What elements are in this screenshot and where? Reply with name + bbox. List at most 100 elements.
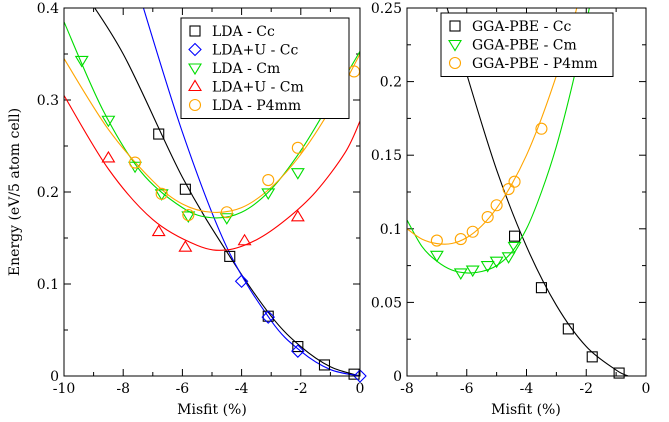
left-ticks: -10 -8 -6 -4 -2 0 0 0.1 0.2 0.3 0.4: [37, 1, 365, 397]
left-legend: LDA - Cc LDA+U - Cc LDA - Cm LDA+U - Cm LDA …: [180, 17, 350, 119]
legend-label-gga-pbe-cm: GGA-PBE - Cm: [472, 38, 577, 54]
data-point-gga-pbe-cc: [508, 230, 521, 242]
data-point-lda-u-cc: [291, 344, 305, 358]
legend-marker-lda-u-cc: [188, 42, 202, 57]
right-y-tick-label: 0.2: [380, 75, 402, 91]
legend-label-gga-pbe-cc: GGA-PBE - Cc: [472, 19, 571, 35]
right-y-tick-label: 0.1: [380, 222, 402, 238]
left-y-tick-label: 0.4: [37, 1, 59, 17]
legend-label-lda-p4mm: LDA - P4mm: [212, 98, 301, 114]
data-point-gga-pbe-cc: [586, 351, 598, 363]
data-point-lda-p4mm: [220, 206, 233, 219]
data-point-lda-p4mm: [348, 65, 361, 78]
data-point-gga-pbe-cc: [562, 323, 574, 335]
right-ticks: -8 -6 -4 -2 0 0 0.05 0.1 0.15 0.2 0.25: [371, 1, 651, 397]
data-point-lda-u-cc: [261, 310, 276, 324]
legend-label-lda-u-cc: LDA+U - Cc: [212, 43, 299, 59]
data-point-lda-p4mm: [182, 208, 195, 222]
data-point-gga-pbe-p4mm: [502, 183, 515, 196]
data-point-gga-pbe-cm: [453, 268, 468, 281]
right-legend: GGA-PBE - Cc GGA-PBE - Cm GGA-PBE - P4mm: [440, 12, 614, 77]
data-point-gga-pbe-p4mm: [466, 225, 479, 238]
data-point-lda-p4mm: [128, 156, 142, 169]
left-x-tick-label: -6: [176, 381, 190, 397]
data-point-lda-cm: [74, 55, 89, 68]
right-y-tick-label: 0: [393, 369, 402, 385]
data-point-lda-u-cm: [151, 224, 166, 237]
legend-label-gga-pbe-p4mm: GGA-PBE - P4mm: [472, 56, 598, 72]
data-point-lda-p4mm: [155, 187, 168, 200]
data-point-gga-pbe-p4mm: [508, 175, 521, 188]
data-point-gga-pbe-p4mm: [490, 199, 503, 212]
data-point-gga-pbe-p4mm: [481, 210, 494, 224]
data-point-lda-p4mm: [291, 141, 304, 154]
legend-marker-lda-u-cm: [188, 79, 202, 92]
left-y-axis-label: Energy (eV/5 atom cell): [7, 108, 23, 276]
data-point-lda-cc: [153, 128, 165, 140]
data-point-gga-pbe-cc: [613, 367, 625, 379]
fit-curve-lda-cc: [94, 8, 360, 376]
legend-label-lda-u-cm: LDA+U - Cm: [212, 80, 304, 96]
fit-curve-lda-u-cm: [64, 95, 360, 251]
legend-marker-gga-pbe-p4mm: [448, 56, 462, 70]
left-x-tick-label: -8: [116, 381, 130, 397]
legend-marker-lda-cc: [189, 25, 201, 37]
data-point-lda-cm: [101, 115, 116, 128]
data-point-lda-cc: [348, 368, 360, 380]
right-y-tick-label: 0.05: [371, 295, 402, 311]
legend-label-lda-cc: LDA - Cc: [212, 24, 275, 40]
data-point-gga-pbe-p4mm: [454, 233, 467, 246]
fit-curve-lda-cm: [64, 21, 360, 219]
data-point-lda-u-cm: [178, 240, 193, 252]
fit-curve-lda-u-cc: [142, 8, 360, 376]
data-point-lda-cc: [318, 359, 331, 371]
data-point-lda-cc: [179, 183, 191, 195]
left-x-axis-label: Misfit (%): [177, 402, 247, 418]
left-x-tick-label: -2: [294, 381, 308, 397]
data-point-lda-cc: [292, 341, 304, 353]
right-x-axis-label: Misfit (%): [491, 402, 561, 418]
left-x-tick-label: 0: [356, 381, 365, 397]
right-x-tick-label: 0: [642, 381, 651, 397]
left-chart-panel: -10 -8 -6 -4 -2 0 0 0.1 0.2 0.3 0.4 LDA - Cc LDA+U …: [7, 1, 367, 418]
data-point-gga-pbe-cm: [480, 261, 495, 273]
data-point-lda-u-cm: [101, 150, 116, 163]
data-point-lda-cm: [290, 168, 305, 180]
left-y-tick-label: 0.3: [37, 93, 59, 109]
right-y-tick-label: 0.15: [371, 148, 402, 164]
data-point-lda-p4mm: [262, 173, 275, 187]
data-point-gga-pbe-cm: [501, 252, 516, 264]
data-point-lda-cm: [154, 189, 169, 201]
data-point-lda-u-cc: [234, 274, 249, 289]
data-point-gga-pbe-cm: [429, 250, 444, 263]
data-point-gga-pbe-cm: [507, 241, 522, 254]
data-point-lda-u-cm: [237, 233, 252, 246]
left-legend-box: [180, 17, 350, 119]
data-point-lda-cc: [224, 250, 236, 262]
right-plot-frame: [406, 7, 647, 377]
fit-curve-gga-pbe-cm: [407, 8, 590, 274]
legend-marker-gga-pbe-cc: [449, 20, 461, 32]
legend-marker-lda-cm: [188, 63, 202, 76]
right-x-tick-label: -6: [460, 381, 474, 397]
left-x-tick-label: -4: [235, 381, 249, 397]
data-point-lda-cm: [261, 188, 276, 200]
left-x-tick-label: -10: [53, 381, 76, 397]
data-point-gga-pbe-p4mm: [535, 122, 548, 135]
data-point-lda-u-cm: [290, 209, 305, 222]
right-data-markers: [429, 122, 625, 379]
data-point-gga-pbe-p4mm: [430, 234, 443, 247]
legend-marker-lda-p4mm: [188, 98, 202, 112]
data-point-lda-cm: [181, 211, 196, 223]
legend-marker-gga-pbe-cm: [448, 39, 462, 52]
left-y-tick-label: 0.1: [37, 277, 59, 293]
data-point-gga-pbe-cc: [535, 282, 547, 294]
left-y-tick-label: 0.2: [37, 185, 59, 201]
data-point-lda-u-cc: [353, 369, 367, 383]
right-y-tick-label: 0.25: [371, 1, 402, 17]
data-point-gga-pbe-cm: [489, 256, 504, 269]
right-chart-panel: -8 -6 -4 -2 0 0 0.05 0.1 0.15 0.2 0.25 GGA-PBE - C…: [371, 1, 651, 418]
left-plot-frame: [63, 7, 361, 377]
right-x-tick-label: -2: [579, 381, 593, 397]
legend-label-lda-cm: LDA - Cm: [212, 61, 280, 77]
